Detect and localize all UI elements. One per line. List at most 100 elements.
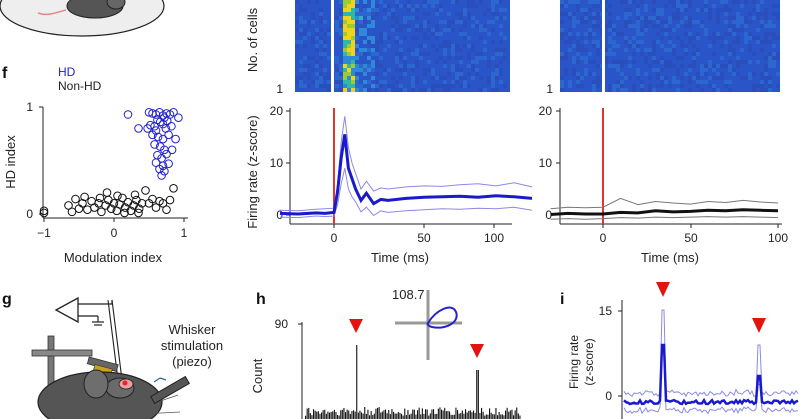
histogram-bar <box>455 407 457 419</box>
heatmap-cell <box>375 60 379 64</box>
heatmap-cell <box>459 20 463 24</box>
heatmap-cell <box>704 72 708 76</box>
heatmap-cell <box>592 44 596 48</box>
heatmap-cell <box>748 36 752 40</box>
heatmap-cell <box>580 8 584 12</box>
heatmap-cell <box>620 60 624 64</box>
heatmap-cell <box>688 20 692 24</box>
heatmap-cell <box>560 32 564 36</box>
heatmap-cell <box>728 16 732 20</box>
heatmap-cell <box>439 84 443 88</box>
histogram-bar <box>516 407 518 419</box>
heatmap-cell <box>483 48 487 52</box>
heatmap-cell <box>720 72 724 76</box>
heatmap-cell <box>704 32 708 36</box>
heatmap-cell <box>628 24 632 28</box>
heatmap-cell <box>319 72 323 76</box>
heatmap-cell <box>632 52 636 56</box>
heatmap-cell <box>487 20 491 24</box>
heatmap-cell <box>576 4 580 8</box>
histogram-bar <box>433 409 435 419</box>
heatmap-cell <box>652 88 656 92</box>
heatmap-cell <box>439 76 443 80</box>
histogram-bar <box>370 410 372 419</box>
heatmap-cell <box>608 52 612 56</box>
heatmap-cell <box>620 32 624 36</box>
heatmap-cell <box>427 12 431 16</box>
heatmap-cell <box>315 48 319 52</box>
heatmap-cell <box>435 84 439 88</box>
heatmap-cell <box>347 24 351 28</box>
heatmap-cell <box>708 64 712 68</box>
histogram-bar <box>485 414 487 419</box>
nonhd-point <box>165 195 175 205</box>
heatmap-cell <box>772 56 776 60</box>
heatmap-cell <box>744 32 748 36</box>
heatmap-cell <box>339 24 343 28</box>
heatmap-cell <box>351 60 355 64</box>
histogram-bar <box>426 409 428 419</box>
heatmap-cell <box>343 0 347 4</box>
heatmap-cell <box>596 76 600 80</box>
heatmap-cell <box>447 20 451 24</box>
nonhd-point <box>95 193 105 203</box>
heatmap-cell <box>407 28 411 32</box>
heatmap-cell <box>580 48 584 52</box>
heatmap-cell <box>692 60 696 64</box>
heatmap-cell <box>443 84 447 88</box>
nonhd-point <box>78 199 87 208</box>
histogram-bar <box>477 370 479 419</box>
heatmap-cell <box>672 16 676 20</box>
heatmap-cell <box>355 28 359 32</box>
heatmap-cell <box>443 52 447 56</box>
heatmap-cell <box>592 24 596 28</box>
heatmap-cell <box>351 28 355 32</box>
heatmap-cell <box>692 52 696 56</box>
heatmap-cell <box>315 36 319 40</box>
heatmap-cell <box>299 68 303 72</box>
heatmap-cell <box>435 60 439 64</box>
heatmap-cell <box>724 32 728 36</box>
heatmap-cell <box>395 56 399 60</box>
heatmap-cell <box>499 48 503 52</box>
heatmap-cell <box>732 72 736 76</box>
heatmap-cell <box>399 56 403 60</box>
heatmap-cell <box>720 36 724 40</box>
nonhd-point <box>97 207 106 217</box>
heatmap-cell <box>724 0 728 4</box>
heatmap-cell <box>479 0 483 4</box>
panel-i-ytick-0: 0 <box>605 389 612 403</box>
heatmap-cell <box>580 36 584 40</box>
heatmap-cell <box>660 80 664 84</box>
heatmap-cell <box>307 76 311 80</box>
heatmap-cell <box>411 84 415 88</box>
heatmap-cell <box>439 8 443 12</box>
heatmap-cell <box>343 24 347 28</box>
histogram-bar <box>306 408 308 419</box>
heatmap-cell <box>736 36 740 40</box>
heatmap-cell <box>363 0 367 4</box>
heatmap-cell <box>351 40 355 44</box>
histogram-bar <box>381 411 383 419</box>
heatmap-cell <box>371 0 375 4</box>
heatmap-cell <box>724 40 728 44</box>
heatmap-cell <box>343 52 347 56</box>
rate-left-ylabel: Firing rate (z-score) <box>245 115 260 228</box>
heatmap-cell <box>379 0 383 4</box>
heatmap-cell <box>732 40 736 44</box>
heatmap-cell <box>596 4 600 8</box>
heatmap-cell <box>303 36 307 40</box>
heatmap-cell <box>495 76 499 80</box>
heatmap-cell <box>744 0 748 4</box>
histogram-bar <box>458 413 460 419</box>
heatmap-cell <box>760 84 764 88</box>
heatmap-cell <box>732 52 736 56</box>
heatmap-cell <box>720 8 724 12</box>
heatmap-cell <box>660 36 664 40</box>
heatmap-cell <box>700 20 704 24</box>
heatmap-cell <box>367 12 371 16</box>
heatmap-cell <box>495 72 499 76</box>
heatmap-cell <box>708 76 712 80</box>
heatmap-cell <box>644 28 648 32</box>
histogram-bar <box>340 410 342 419</box>
